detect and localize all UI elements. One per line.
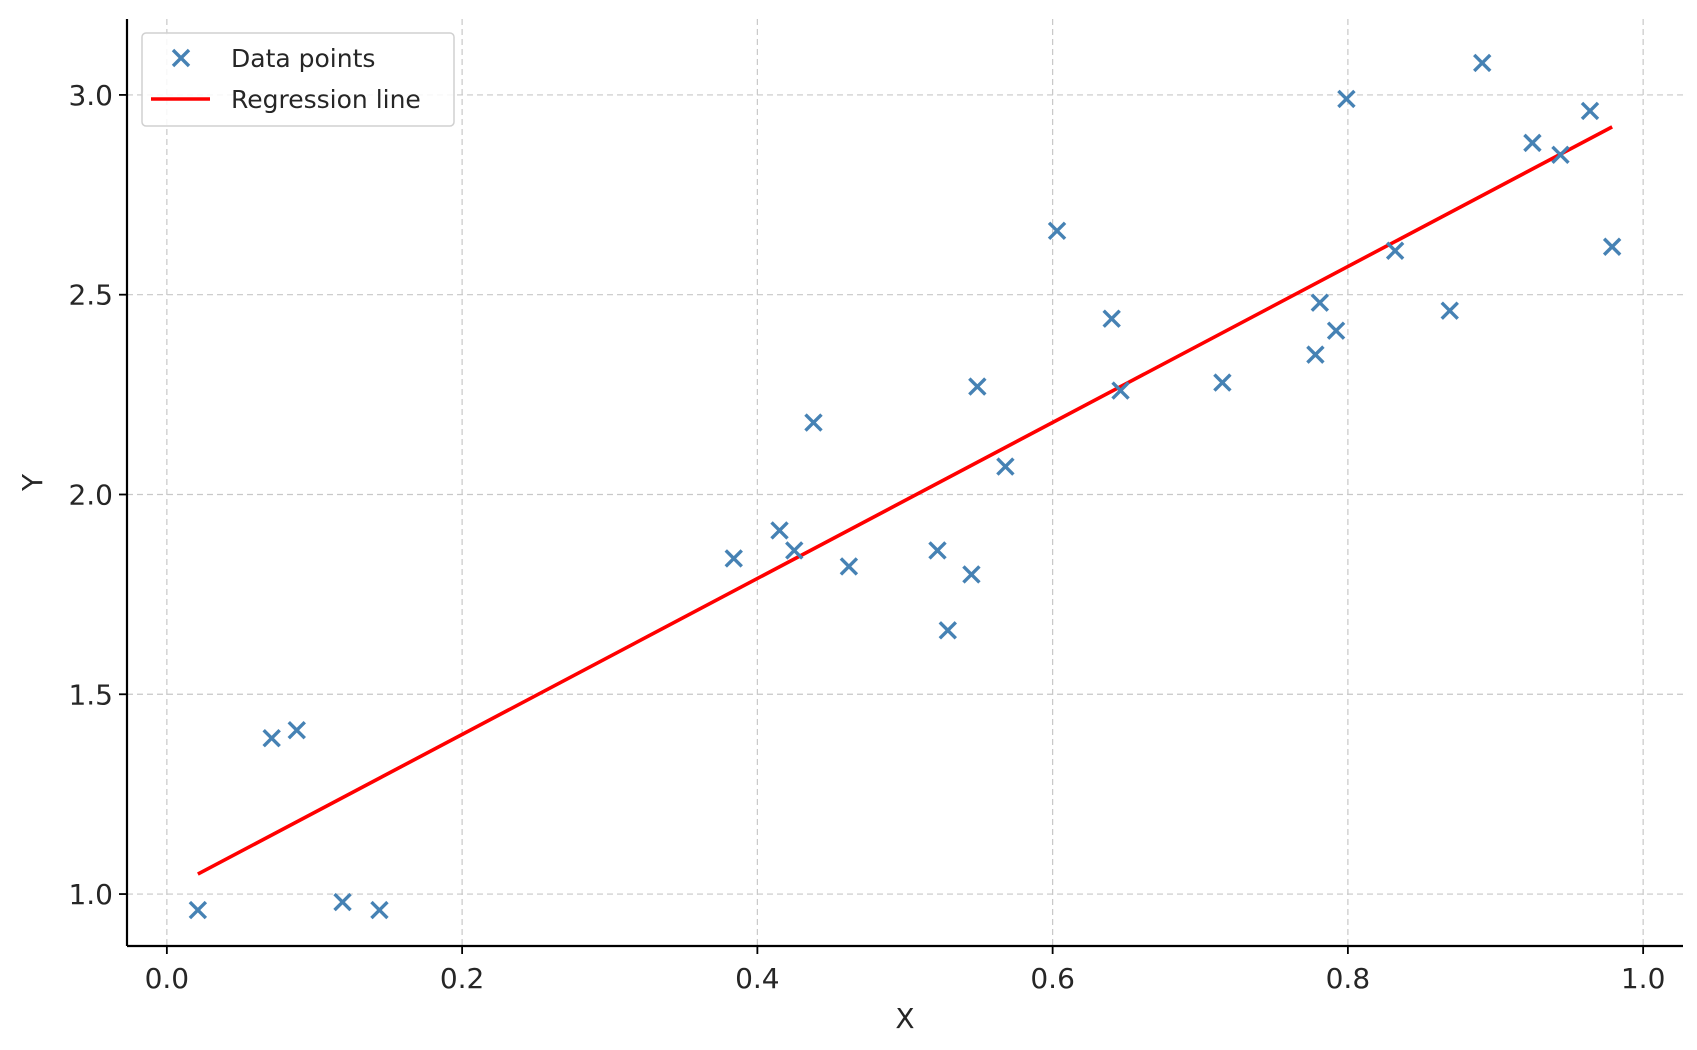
data-point <box>262 729 281 748</box>
data-point-stroke <box>770 521 789 540</box>
data-point-stroke <box>1306 345 1325 364</box>
legend-label-regression-line: Regression line <box>231 85 421 114</box>
x-tick-label: 0.8 <box>1326 962 1371 995</box>
x-axis-ticks: 0.0 0.2 0.4 0.6 0.8 1.0 <box>145 946 1666 995</box>
data-point-stroke <box>1047 221 1067 240</box>
data-point <box>1047 221 1067 240</box>
x-tick-label: 0.4 <box>735 962 780 995</box>
data-point-stroke <box>1102 309 1121 328</box>
data-point <box>804 413 823 432</box>
data-point-stroke <box>188 900 208 920</box>
data-point <box>1111 381 1130 400</box>
data-point <box>770 521 789 540</box>
data-point <box>928 541 947 560</box>
y-tick-label: 2.5 <box>68 279 113 312</box>
data-point <box>370 900 389 920</box>
legend-label-data-points: Data points <box>231 44 375 73</box>
data-point-stroke <box>1310 293 1330 312</box>
data-point <box>962 565 981 584</box>
legend-marker-stroke <box>171 48 191 68</box>
data-point <box>1580 101 1600 121</box>
data-point-stroke <box>839 557 859 576</box>
data-point-stroke <box>1523 133 1542 153</box>
x-tick-label: 1.0 <box>1621 962 1666 995</box>
data-point <box>1385 241 1405 260</box>
data-point <box>785 541 804 560</box>
data-point-stroke <box>1473 53 1492 73</box>
data-point <box>1326 321 1346 340</box>
data-point-stroke <box>370 900 389 920</box>
data-point-stroke <box>928 541 947 560</box>
data-point-stroke <box>1602 237 1622 256</box>
data-point <box>188 900 208 920</box>
data-point-stroke <box>287 721 306 740</box>
data-point-stroke <box>1551 145 1570 165</box>
data-point <box>1102 309 1121 328</box>
data-point <box>333 892 352 912</box>
data-point-stroke <box>1326 321 1346 340</box>
data-points-layer <box>188 53 1622 920</box>
data-point <box>839 557 859 576</box>
data-point <box>1473 53 1492 73</box>
y-tick-label: 1.0 <box>68 878 113 911</box>
data-point-stroke <box>1213 373 1232 392</box>
data-point-stroke <box>1385 241 1405 260</box>
x-tick-label: 0.0 <box>145 962 190 995</box>
axes <box>125 19 1683 948</box>
x-axis-label: X <box>895 1002 914 1035</box>
data-point-stroke <box>333 892 352 912</box>
legend: Data points Regression line <box>141 32 455 127</box>
data-point <box>1523 133 1542 153</box>
data-point <box>968 377 987 396</box>
data-point <box>938 621 958 640</box>
data-point-stroke <box>968 377 987 396</box>
data-point <box>1440 301 1459 320</box>
regression-line-layer <box>197 125 1613 876</box>
y-axis-label: Y <box>16 473 49 492</box>
data-point-stroke <box>1440 301 1459 320</box>
grid <box>127 19 1683 946</box>
data-point <box>1602 237 1622 256</box>
data-point-stroke <box>724 549 743 568</box>
data-point-stroke <box>1580 101 1600 121</box>
data-point <box>287 721 306 740</box>
data-point-stroke <box>938 621 958 640</box>
legend-scatter-marker <box>171 48 191 68</box>
regression-line <box>197 125 1613 876</box>
data-point <box>996 457 1015 476</box>
data-point-stroke <box>962 565 981 584</box>
data-point <box>1551 145 1570 165</box>
x-tick-label: 0.2 <box>440 962 485 995</box>
data-point <box>724 549 743 568</box>
data-point <box>1310 293 1330 312</box>
data-point-stroke <box>996 457 1015 476</box>
y-tick-label: 1.5 <box>68 678 113 711</box>
legend-box <box>141 32 455 127</box>
x-tick-label: 0.6 <box>1030 962 1075 995</box>
data-point <box>1337 89 1356 109</box>
y-tick-label: 2.0 <box>68 478 113 511</box>
data-point-stroke <box>785 541 804 560</box>
data-point-stroke <box>1111 381 1130 400</box>
y-tick-label: 3.0 <box>68 79 113 112</box>
data-point-stroke <box>804 413 823 432</box>
data-point <box>1213 373 1232 392</box>
y-axis-ticks: 1.0 1.5 2.0 2.5 3.0 <box>68 79 127 911</box>
data-point-stroke <box>1337 89 1356 109</box>
data-point <box>1306 345 1325 364</box>
data-point-stroke <box>262 729 281 748</box>
